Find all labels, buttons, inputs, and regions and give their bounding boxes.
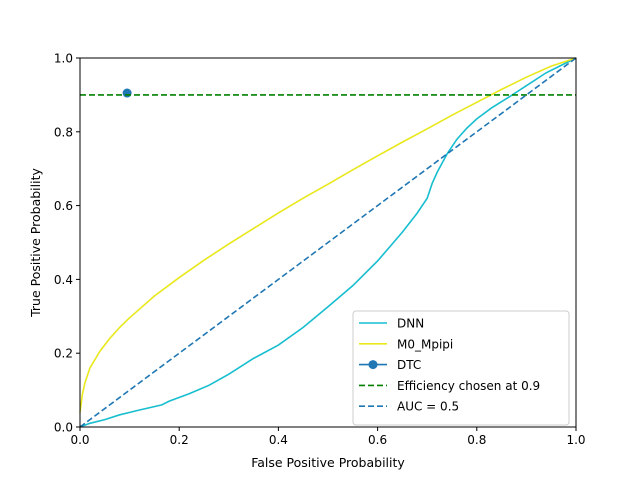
m0-mpipi-line <box>79 57 577 413</box>
legend-marker-dtc <box>368 360 378 370</box>
y-tick-label: 0.6 <box>54 199 73 213</box>
dnn-line <box>79 57 577 428</box>
x-axis-label: False Positive Probability <box>251 455 405 470</box>
legend-label-dnn: DNN <box>397 317 424 331</box>
legend-label-m0-mpipi: M0_Mpipi <box>397 337 453 351</box>
y-tick-label: 0.0 <box>54 421 73 435</box>
y-tick-label: 1.0 <box>54 52 73 66</box>
x-axis-ticks: 0.0 0.2 0.4 0.6 0.8 1.0 <box>70 427 586 447</box>
x-tick-label: 0.4 <box>269 433 288 447</box>
y-tick-label: 0.4 <box>54 273 73 287</box>
y-axis-label: True Positive Probability <box>28 168 43 318</box>
y-tick-label: 0.8 <box>54 125 73 139</box>
y-tick-label: 0.2 <box>54 347 73 361</box>
x-tick-label: 1.0 <box>566 433 585 447</box>
plot-area <box>79 57 577 428</box>
legend-box <box>352 310 570 426</box>
legend-label-auc-0-5: AUC = 0.5 <box>397 400 459 414</box>
x-tick-label: 0.2 <box>170 433 189 447</box>
x-tick-label: 0.6 <box>368 433 387 447</box>
legend: DNN M0_Mpipi DTC Efficiency chosen at 0.9 AU… <box>352 310 570 426</box>
axes-frame <box>79 57 577 428</box>
legend-label-efficiency-chosen-at-0-9: Efficiency chosen at 0.9 <box>397 379 540 393</box>
dtc-marker <box>122 88 132 98</box>
y-axis-ticks: 0.0 0.2 0.4 0.6 0.8 1.0 <box>54 52 80 435</box>
auc-0-5-line <box>79 57 577 428</box>
x-tick-label: 0.0 <box>70 433 89 447</box>
legend-label-dtc: DTC <box>397 358 421 372</box>
x-tick-label: 0.8 <box>467 433 486 447</box>
